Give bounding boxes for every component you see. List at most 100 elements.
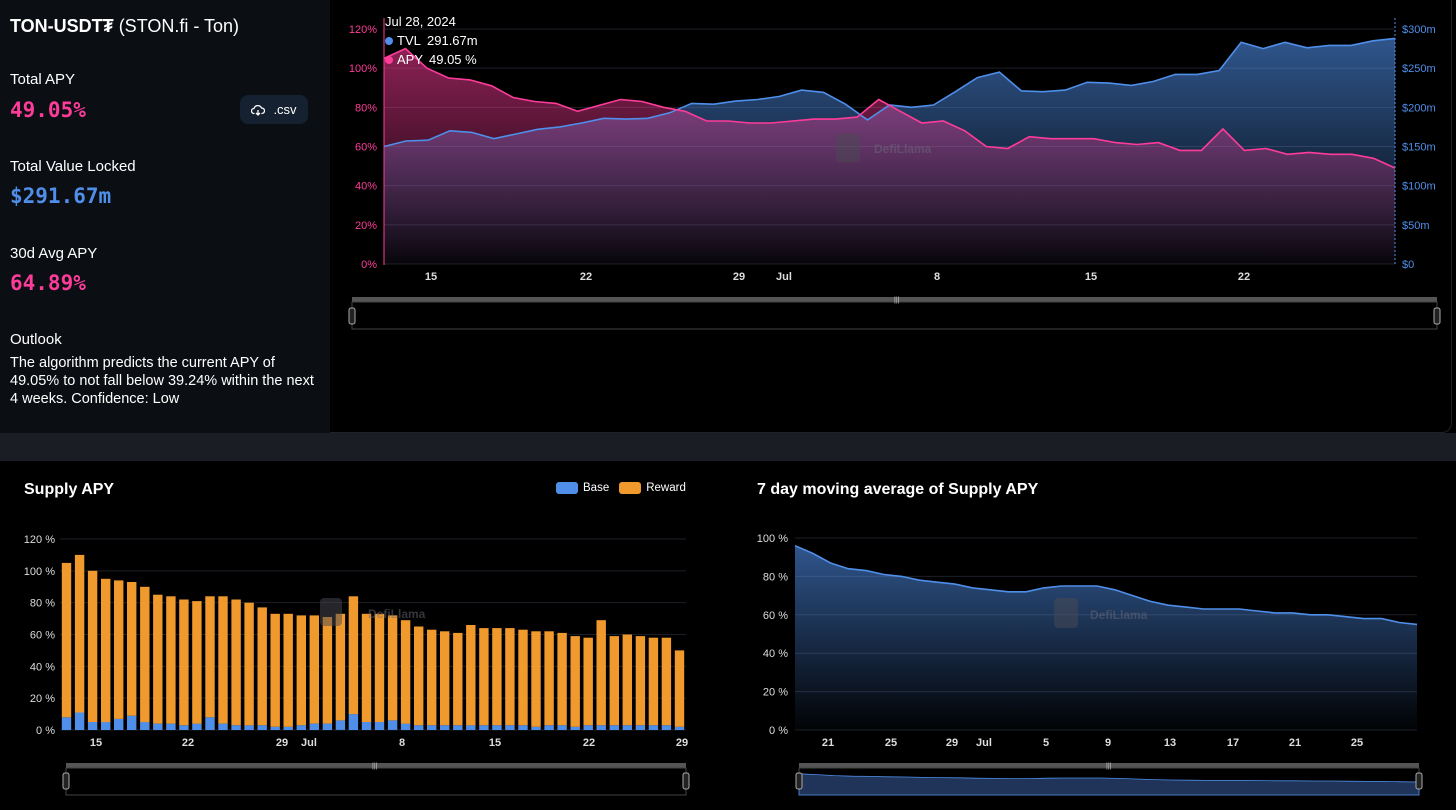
base-bar[interactable] bbox=[440, 725, 450, 730]
reward-bar[interactable] bbox=[361, 613, 372, 722]
zoom-handle-right[interactable] bbox=[1415, 772, 1423, 790]
reward-bar[interactable] bbox=[479, 628, 489, 726]
reward-bar[interactable] bbox=[609, 636, 619, 726]
base-bar[interactable] bbox=[557, 725, 567, 730]
base-bar[interactable] bbox=[166, 723, 176, 730]
reward-bar[interactable] bbox=[557, 632, 567, 726]
base-bar[interactable] bbox=[374, 722, 385, 730]
reward-bar[interactable] bbox=[400, 620, 411, 724]
base-bar[interactable] bbox=[622, 725, 632, 730]
zoom-grip-icon[interactable]: ||| bbox=[372, 763, 378, 770]
reward-bar[interactable] bbox=[635, 636, 646, 726]
reward-bar[interactable] bbox=[583, 637, 593, 726]
zoom-grip-icon[interactable]: ||| bbox=[894, 297, 900, 304]
reward-bar[interactable] bbox=[427, 629, 437, 726]
base-bar[interactable] bbox=[140, 722, 150, 730]
base-bar[interactable] bbox=[114, 718, 124, 730]
base-bar[interactable] bbox=[127, 715, 137, 730]
reward-bar[interactable] bbox=[322, 617, 333, 724]
reward-bar[interactable] bbox=[296, 615, 306, 726]
reward-bar[interactable] bbox=[205, 596, 215, 718]
base-bar[interactable] bbox=[570, 726, 580, 730]
supply-apy-bar-chart[interactable]: 0 % 20 % 40 % 60 % 80 % 100 % 120 % 15 22 29 Jul 8 1… bbox=[0, 520, 700, 810]
download-csv-button[interactable]: .csv bbox=[240, 95, 308, 124]
base-bar[interactable] bbox=[387, 720, 398, 730]
moving-average-chart[interactable]: 0 % 20 % 40 % 60 % 80 % 100 % 21 25 29 Jul 5 9 13 17 2… bbox=[728, 520, 1456, 810]
base-bar[interactable] bbox=[544, 725, 554, 730]
reward-bar[interactable] bbox=[74, 554, 85, 713]
base-bar[interactable] bbox=[205, 717, 215, 730]
zoom-grip-icon[interactable]: ||| bbox=[1106, 763, 1112, 770]
reward-bar[interactable] bbox=[179, 599, 189, 726]
base-bar[interactable] bbox=[231, 725, 241, 730]
base-bar[interactable] bbox=[492, 725, 502, 730]
reward-bar[interactable] bbox=[544, 631, 554, 726]
base-bar[interactable] bbox=[348, 714, 359, 730]
reward-bar[interactable] bbox=[140, 586, 150, 723]
reward-bar[interactable] bbox=[374, 613, 385, 722]
reward-bar[interactable] bbox=[166, 596, 176, 724]
base-bar[interactable] bbox=[479, 725, 489, 730]
reward-bar[interactable] bbox=[192, 601, 202, 724]
reward-bar[interactable] bbox=[648, 637, 659, 726]
reward-bar[interactable] bbox=[270, 613, 280, 727]
base-bar[interactable] bbox=[518, 725, 528, 730]
reward-bar[interactable] bbox=[622, 634, 632, 726]
tvl-apy-chart[interactable]: 0% 20% 40% 60% 80% 100% 120% $0 $50m $100m $150m $2… bbox=[330, 0, 1452, 433]
reward-bar[interactable] bbox=[153, 594, 163, 724]
base-bar[interactable] bbox=[309, 723, 319, 730]
zoom-slider-track[interactable] bbox=[66, 763, 686, 768]
base-bar[interactable] bbox=[361, 722, 372, 730]
base-bar[interactable] bbox=[596, 725, 606, 730]
base-bar[interactable] bbox=[531, 726, 541, 730]
zoom-slider-track[interactable] bbox=[799, 763, 1419, 768]
zoom-handle-right[interactable] bbox=[1433, 307, 1441, 325]
reward-bar[interactable] bbox=[440, 631, 450, 726]
reward-bar[interactable] bbox=[531, 631, 541, 727]
zoom-handle-left[interactable] bbox=[62, 772, 70, 790]
reward-bar[interactable] bbox=[674, 650, 685, 727]
base-bar[interactable] bbox=[583, 725, 593, 730]
zoom-handle-left[interactable] bbox=[348, 307, 356, 325]
base-bar[interactable] bbox=[427, 725, 437, 730]
base-bar[interactable] bbox=[101, 722, 111, 730]
reward-bar[interactable] bbox=[596, 620, 606, 726]
base-bar[interactable] bbox=[635, 725, 646, 730]
reward-bar[interactable] bbox=[348, 596, 359, 715]
base-bar[interactable] bbox=[257, 725, 267, 730]
legend-reward[interactable]: Reward bbox=[619, 482, 686, 494]
reward-bar[interactable] bbox=[570, 636, 580, 727]
zoom-slider-window[interactable] bbox=[351, 301, 1438, 330]
zoom-slider-window[interactable] bbox=[65, 767, 687, 796]
reward-bar[interactable] bbox=[218, 596, 228, 724]
reward-bar[interactable] bbox=[414, 626, 424, 726]
base-bar[interactable] bbox=[414, 725, 424, 730]
base-bar[interactable] bbox=[270, 726, 280, 730]
base-bar[interactable] bbox=[74, 712, 85, 731]
base-bar[interactable] bbox=[87, 722, 98, 730]
base-bar[interactable] bbox=[192, 723, 202, 730]
base-bar[interactable] bbox=[322, 723, 333, 730]
base-bar[interactable] bbox=[179, 725, 189, 730]
reward-bar[interactable] bbox=[231, 599, 241, 726]
base-bar[interactable] bbox=[296, 725, 306, 730]
reward-bar[interactable] bbox=[101, 578, 111, 723]
base-bar[interactable] bbox=[153, 723, 163, 730]
reward-bar[interactable] bbox=[387, 615, 398, 721]
reward-bar[interactable] bbox=[114, 580, 124, 719]
reward-bar[interactable] bbox=[87, 570, 98, 722]
base-bar[interactable] bbox=[400, 723, 411, 730]
zoom-handle-right[interactable] bbox=[682, 772, 690, 790]
reward-bar[interactable] bbox=[283, 613, 293, 727]
base-bar[interactable] bbox=[505, 725, 515, 730]
base-bar[interactable] bbox=[335, 720, 346, 730]
base-bar[interactable] bbox=[244, 725, 254, 730]
base-bar[interactable] bbox=[283, 726, 293, 730]
base-bar[interactable] bbox=[661, 725, 672, 730]
base-bar[interactable] bbox=[609, 725, 619, 730]
base-bar[interactable] bbox=[466, 725, 476, 730]
reward-bar[interactable] bbox=[453, 632, 463, 726]
base-bar[interactable] bbox=[218, 723, 228, 730]
base-bar[interactable] bbox=[648, 725, 659, 730]
reward-bar[interactable] bbox=[257, 607, 267, 726]
